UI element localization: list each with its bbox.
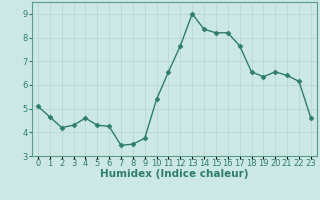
X-axis label: Humidex (Indice chaleur): Humidex (Indice chaleur) bbox=[100, 169, 249, 179]
